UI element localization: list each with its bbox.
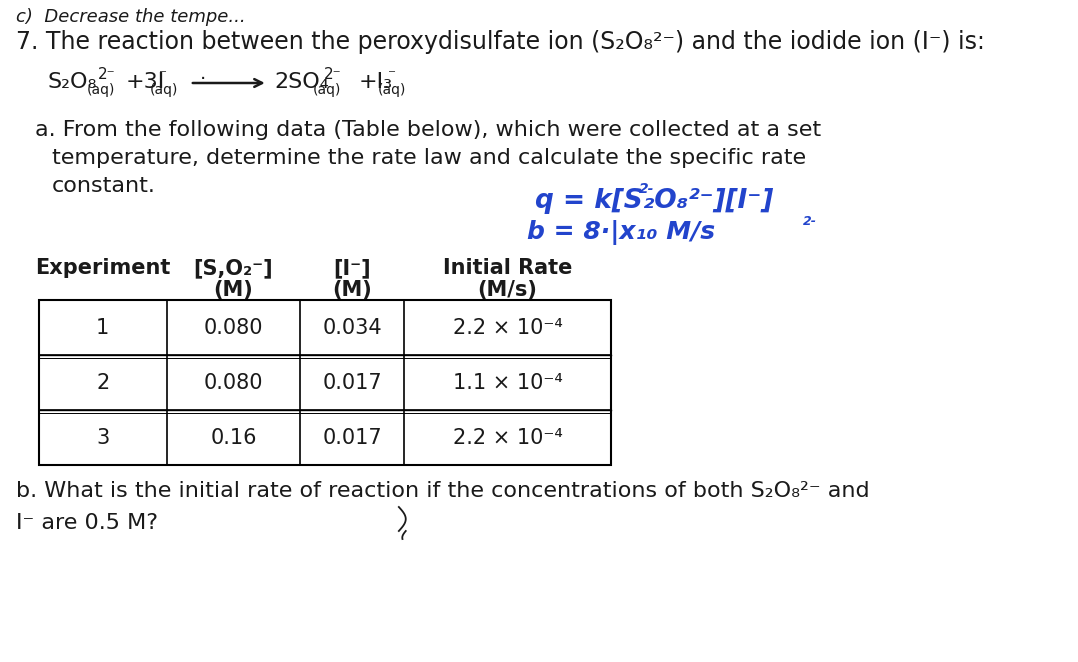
Text: (aq): (aq) <box>150 83 179 97</box>
Text: (M): (M) <box>332 280 372 300</box>
Text: 0.034: 0.034 <box>322 318 382 338</box>
Text: [I⁻]: [I⁻] <box>333 258 371 278</box>
Text: (aq): (aq) <box>86 83 114 97</box>
Text: 2: 2 <box>96 373 109 393</box>
Text: 2.2 × 10⁻⁴: 2.2 × 10⁻⁴ <box>453 318 563 338</box>
Text: 2⁻: 2⁻ <box>323 67 342 82</box>
Text: 2⁻: 2⁻ <box>97 67 115 82</box>
Text: +I₃: +I₃ <box>358 72 392 92</box>
Text: Experiment: Experiment <box>36 258 170 278</box>
Text: [S,O₂⁻]: [S,O₂⁻] <box>194 258 274 278</box>
Text: 1.1 × 10⁻⁴: 1.1 × 10⁻⁴ <box>453 373 563 393</box>
Text: S₂O₈: S₂O₈ <box>47 72 97 92</box>
Text: a. From the following data (Table below), which were collected at a set: a. From the following data (Table below)… <box>34 120 820 140</box>
Text: b. What is the initial rate of reaction if the concentrations of both S₂O₈²⁻ and: b. What is the initial rate of reaction … <box>15 481 869 501</box>
Text: 2.2 × 10⁻⁴: 2.2 × 10⁻⁴ <box>453 428 563 448</box>
Text: c)  Decrease the tempe...: c) Decrease the tempe... <box>15 8 245 26</box>
Text: 1: 1 <box>96 318 109 338</box>
Text: b = 8·|x₁₀ M/s: b = 8·|x₁₀ M/s <box>527 220 715 245</box>
Text: q = k[S₂O₈²⁻][I⁻]: q = k[S₂O₈²⁻][I⁻] <box>536 188 774 214</box>
Text: 2-: 2- <box>639 182 654 196</box>
Text: I⁻ are 0.5 M?: I⁻ are 0.5 M? <box>15 513 157 533</box>
Text: ⁻: ⁻ <box>388 67 396 82</box>
Bar <box>39 300 611 465</box>
Text: .: . <box>201 64 207 83</box>
Text: 3: 3 <box>96 428 109 448</box>
Text: 0.017: 0.017 <box>322 428 382 448</box>
Text: (aq): (aq) <box>313 83 341 97</box>
Text: (aq): (aq) <box>378 83 406 97</box>
Text: 0.017: 0.017 <box>322 373 382 393</box>
Text: +3I: +3I <box>125 72 165 92</box>
Text: (M): (M) <box>213 280 253 300</box>
Text: (M/s): (M/s) <box>478 280 538 300</box>
Text: constant.: constant. <box>52 176 155 196</box>
Text: ⁻: ⁻ <box>158 67 167 82</box>
Text: 0.080: 0.080 <box>204 373 263 393</box>
Text: 2SO₄: 2SO₄ <box>275 72 329 92</box>
Text: 0.16: 0.16 <box>210 428 257 448</box>
Text: 7. The reaction between the peroxydisulfate ion (S₂O₈²⁻) and the iodide ion (I⁻): 7. The reaction between the peroxydisulf… <box>15 30 984 54</box>
Text: temperature, determine the rate law and calculate the specific rate: temperature, determine the rate law and … <box>52 148 806 168</box>
Text: 2-: 2- <box>803 215 817 228</box>
Text: 0.080: 0.080 <box>204 318 263 338</box>
Text: Initial Rate: Initial Rate <box>443 258 572 278</box>
